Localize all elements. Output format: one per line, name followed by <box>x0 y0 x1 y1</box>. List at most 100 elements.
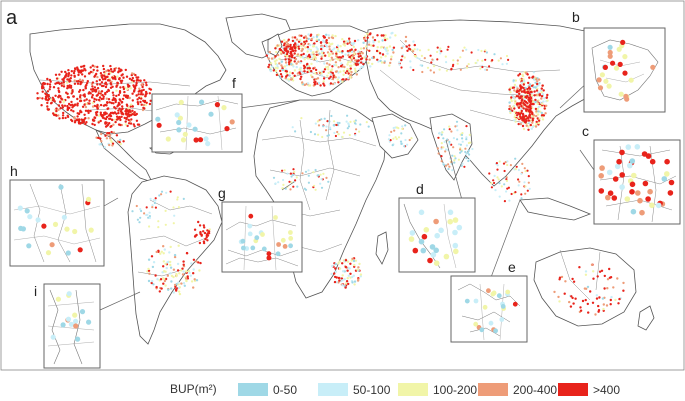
city-point <box>512 105 515 108</box>
city-point <box>309 130 312 134</box>
city-point <box>173 214 176 217</box>
city-point <box>117 109 120 112</box>
city-point <box>413 48 416 51</box>
city-point <box>542 114 546 117</box>
city-point <box>49 85 52 89</box>
city-point <box>93 123 96 127</box>
city-point <box>397 127 400 130</box>
city-point <box>619 184 625 190</box>
city-point <box>97 98 101 102</box>
city-point <box>602 64 609 70</box>
city-point <box>480 49 483 53</box>
city-point <box>404 35 408 39</box>
city-point <box>394 34 397 37</box>
city-point <box>371 36 375 39</box>
city-point <box>100 140 103 143</box>
city-point <box>331 36 335 40</box>
city-point <box>450 130 453 133</box>
city-point <box>333 280 337 284</box>
city-point <box>307 37 310 41</box>
city-point <box>330 272 333 276</box>
city-point <box>641 151 648 157</box>
city-point <box>294 57 298 61</box>
city-point <box>387 138 390 141</box>
city-point <box>398 63 401 66</box>
city-point <box>354 259 358 262</box>
city-point <box>313 133 317 136</box>
city-point <box>57 89 60 92</box>
city-point <box>84 122 87 126</box>
city-point <box>101 93 104 97</box>
city-point <box>532 86 535 89</box>
city-point <box>484 68 487 71</box>
city-point <box>299 77 302 81</box>
city-point <box>65 250 71 256</box>
city-point <box>335 50 338 54</box>
city-point <box>341 262 344 265</box>
city-point <box>510 192 513 196</box>
city-point <box>123 94 126 97</box>
city-point <box>448 125 451 128</box>
city-point <box>60 82 63 85</box>
city-point <box>351 55 355 58</box>
city-point <box>99 111 103 114</box>
city-point <box>314 188 317 191</box>
city-point <box>36 97 39 100</box>
city-point <box>73 82 77 86</box>
city-point <box>275 50 278 54</box>
city-point <box>535 114 538 118</box>
city-point <box>62 111 65 115</box>
city-point <box>507 58 510 62</box>
city-point <box>537 78 541 81</box>
city-point <box>531 100 535 104</box>
city-point <box>154 274 157 277</box>
city-point <box>148 272 151 275</box>
city-point <box>265 54 268 57</box>
city-point <box>269 69 273 73</box>
city-point <box>323 40 326 44</box>
city-point <box>17 205 23 211</box>
city-point <box>349 67 352 70</box>
city-point <box>289 78 293 81</box>
city-point <box>72 228 78 235</box>
city-point <box>392 46 396 49</box>
city-point <box>164 262 167 266</box>
city-point <box>284 58 287 61</box>
city-point <box>499 57 502 60</box>
city-point <box>138 87 141 90</box>
city-point <box>617 61 623 67</box>
city-point <box>390 55 393 58</box>
city-point <box>346 277 349 280</box>
city-point <box>614 298 617 302</box>
city-point <box>538 82 541 85</box>
city-point <box>531 76 534 79</box>
city-point <box>534 98 537 102</box>
city-point <box>310 74 313 77</box>
city-point <box>418 238 425 245</box>
city-point <box>361 52 364 55</box>
city-point <box>312 67 315 70</box>
city-point <box>351 281 354 284</box>
city-point <box>388 134 391 137</box>
city-point <box>599 165 605 171</box>
city-point <box>93 116 96 119</box>
city-point <box>558 300 561 303</box>
city-point <box>68 84 71 87</box>
city-point <box>203 136 209 142</box>
city-point <box>312 171 315 174</box>
city-point <box>530 94 534 97</box>
australia <box>533 247 637 327</box>
city-point <box>169 190 172 193</box>
city-point <box>105 97 109 100</box>
city-point <box>344 259 348 262</box>
city-point <box>290 62 293 66</box>
legend-label: 50-100 <box>353 383 391 397</box>
city-point <box>61 106 64 109</box>
city-point <box>55 109 58 113</box>
city-point <box>496 164 499 167</box>
city-point <box>324 66 328 69</box>
city-point <box>534 107 538 111</box>
city-point <box>527 128 530 131</box>
city-point <box>293 74 296 78</box>
city-point <box>49 80 52 83</box>
